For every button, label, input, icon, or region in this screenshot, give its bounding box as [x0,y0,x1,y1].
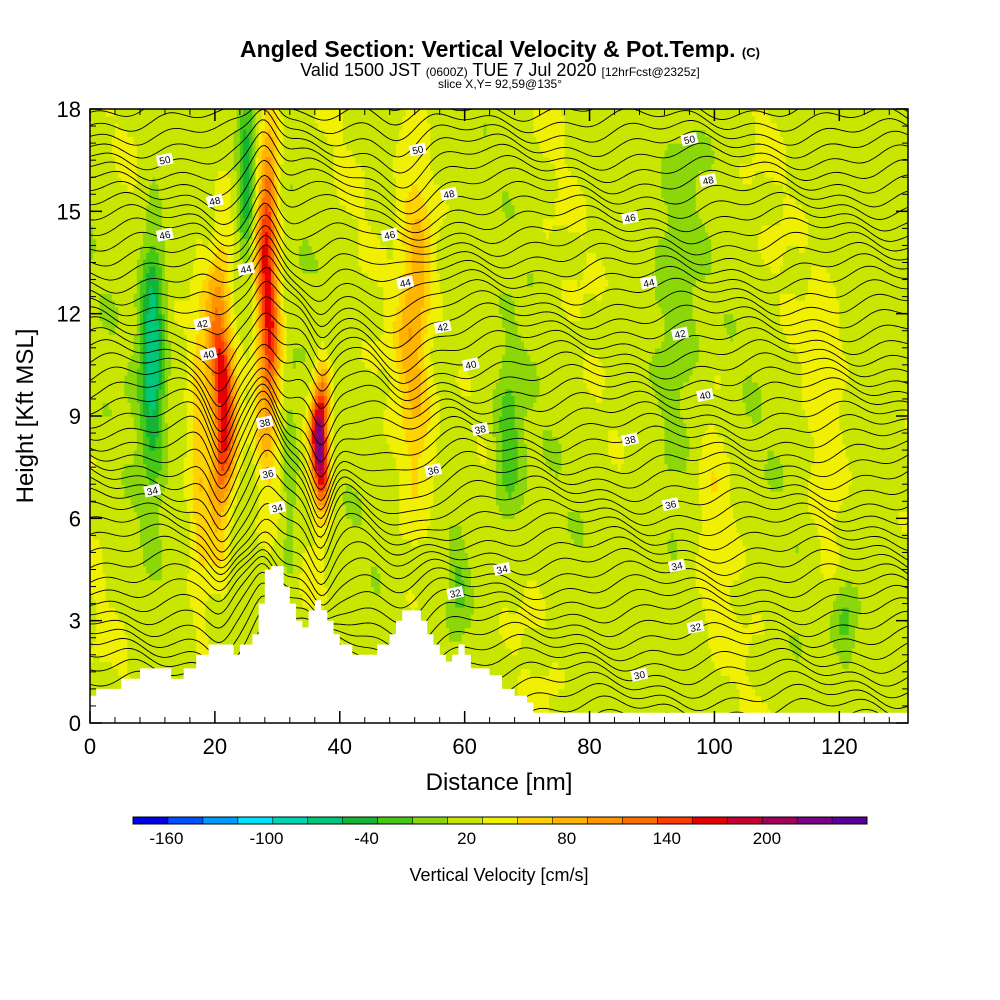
cross-section-chart: 5048464442403836343450484644424038363432… [0,0,1000,1000]
